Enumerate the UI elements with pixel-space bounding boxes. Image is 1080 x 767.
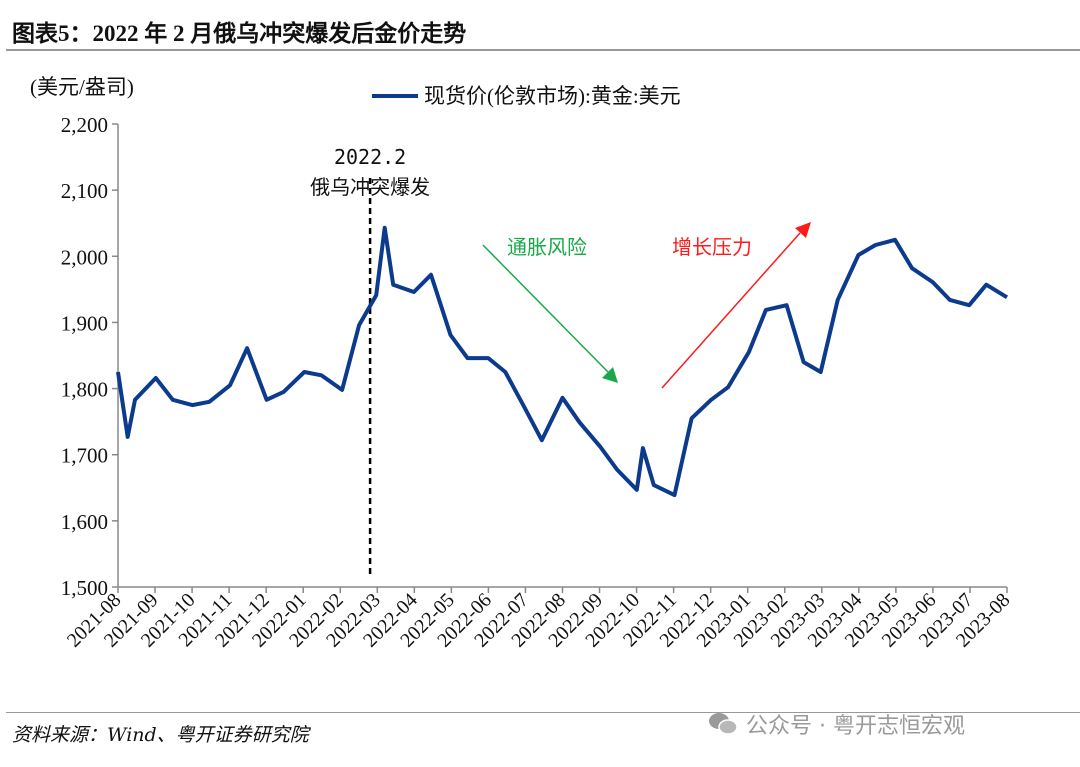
- growth-pressure-label: 增长压力: [672, 236, 752, 259]
- y-tick-label: 2,100: [61, 179, 108, 203]
- series-layer: [116, 225, 1009, 498]
- growth-arrow-line: [661, 232, 801, 389]
- y-tick-label: 1,800: [61, 378, 108, 402]
- y-tick-label: 1,500: [61, 576, 108, 600]
- inflation-risk-label: 通胀风险: [507, 236, 587, 259]
- y-axis-unit-label: (美元/盎司): [30, 75, 134, 99]
- y-tick-label: 1,700: [61, 444, 108, 468]
- watermark-text: 公众号 · 粤开志恒宏观: [746, 714, 965, 739]
- y-tick-label: 1,900: [61, 311, 108, 335]
- chart-title: 图表5：2022 年 2 月俄乌冲突爆发后金价走势: [12, 21, 467, 46]
- growth-arrow-head: [795, 222, 811, 238]
- y-axis: 1,500 1,600 1,700 1,800 1,900 2,000 2,100 2,200…: [30, 75, 134, 600]
- title-divider: [6, 49, 1080, 51]
- x-axis: 2021-082021-092021-102021-112021-122022-…: [63, 586, 1015, 652]
- legend: 现货价(伦敦市场):黄金:美元: [372, 84, 681, 108]
- event-label-date: 2022.2: [334, 145, 406, 169]
- footer-divider: [6, 712, 1080, 713]
- legend-label: 现货价(伦敦市场):黄金:美元: [424, 84, 681, 108]
- inflation-arrow-line: [482, 244, 609, 373]
- event-label-text: 俄乌冲突爆发: [310, 176, 430, 199]
- wechat-icon: [709, 713, 738, 735]
- y-tick-label: 2,000: [61, 245, 108, 269]
- source-note: 资料来源：Wind、粤开证券研究院: [12, 724, 309, 746]
- y-tick-label: 2,200: [61, 113, 108, 137]
- watermark: 公众号 · 粤开志恒宏观: [708, 708, 965, 740]
- gold-price-line: [116, 225, 1009, 498]
- y-tick-label: 1,600: [61, 510, 108, 534]
- inflation-arrow-head: [602, 367, 618, 383]
